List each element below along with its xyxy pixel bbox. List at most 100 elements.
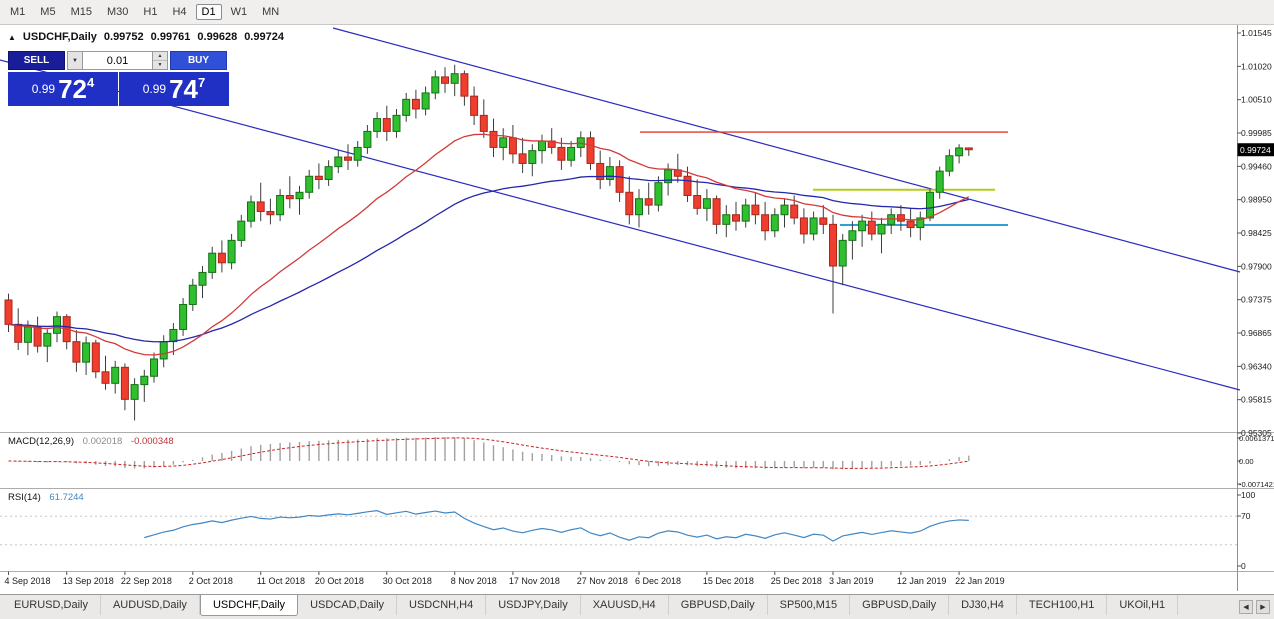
price-tick-label: 0.95305 (1241, 428, 1272, 438)
volume-dropdown-button[interactable]: ▼ (67, 51, 83, 70)
moving-averages (8, 133, 970, 356)
tab-scroll-left-button[interactable]: ◀ (1239, 600, 1253, 614)
candle-body (43, 332, 52, 347)
chart-canvas[interactable]: 1.01545 1.01020 1.00510 0.99985 0.99460 0.989… (0, 25, 1274, 594)
candle-body (373, 118, 382, 132)
volume-increase-button[interactable]: ▲ (153, 52, 167, 60)
chart-tab-usdcad-daily[interactable]: USDCAD,Daily (298, 595, 398, 615)
candle-body (625, 191, 634, 216)
price-tick-label: 0.97900 (1241, 261, 1272, 271)
candle-body (82, 342, 91, 363)
candle-body (91, 342, 100, 373)
chart-tab-sp500-m15[interactable]: SP500,M15 (768, 595, 851, 615)
chart-tab-xauusd-h4[interactable]: XAUUSD,H4 (581, 595, 669, 615)
candle-body (344, 156, 352, 161)
candle-body (644, 198, 653, 206)
chart-tab-usdcnh-h4[interactable]: USDCNH,H4 (397, 595, 487, 615)
timeframe-button-m30[interactable]: M30 (101, 4, 134, 20)
chart-tab-gbpusd-daily[interactable]: GBPUSD,Daily (669, 595, 768, 615)
date-tick-label: 22 Jan 2019 (955, 576, 1005, 586)
current-price-tag-bg (1237, 143, 1274, 157)
tab-scroll-right-button[interactable]: ▶ (1256, 600, 1270, 614)
date-tick-label: 25 Dec 2018 (771, 576, 822, 586)
candle-body (935, 170, 944, 193)
sell-button[interactable]: SELL (8, 51, 65, 70)
rsi-tick-label: 100 (1241, 490, 1255, 500)
candle-body (101, 371, 110, 384)
candle-body (285, 195, 294, 200)
candle-body (247, 201, 255, 222)
candle-body (741, 204, 750, 222)
timeframe-button-w1[interactable]: W1 (225, 4, 254, 20)
date-tick-label: 12 Jan 2019 (897, 576, 947, 586)
date-tick-label: 6 Dec 2018 (635, 576, 681, 586)
chart-info-line: ▲ USDCHF,Daily 0.99752 0.99761 0.99628 0… (8, 31, 291, 43)
timeframe-button-mn[interactable]: MN (256, 4, 285, 20)
candle-body (169, 328, 178, 343)
buy-price-prefix: 0.99 (142, 82, 167, 96)
chart-tab-gbpusd-daily[interactable]: GBPUSD,Daily (850, 595, 950, 615)
price-axis[interactable]: 1.01545 1.01020 1.00510 0.99985 0.99460 0.989… (1237, 28, 1274, 571)
buy-button[interactable]: BUY (170, 51, 227, 70)
candlestick-series (4, 64, 973, 421)
date-tick-label: 3 Jan 2019 (829, 576, 874, 586)
sell-price-display[interactable]: 0.99 72 4 (8, 72, 118, 106)
chart-tab-usdjpy-daily[interactable]: USDJPY,Daily (486, 595, 581, 615)
chart-window[interactable]: 1.01545 1.01020 1.00510 0.99985 0.99460 0.989… (0, 25, 1274, 594)
ma-slow-line (8, 175, 969, 343)
date-tick-label: 11 Oct 2018 (257, 576, 305, 586)
rsi-value: 61.7244 (49, 492, 84, 503)
timeframe-button-m15[interactable]: M15 (65, 4, 98, 20)
volume-spinner: ▲ ▼ (153, 51, 168, 70)
macd-indicator (8, 437, 970, 470)
volume-input[interactable] (83, 51, 153, 70)
chart-tab-tech100-h1[interactable]: TECH100,H1 (1017, 595, 1108, 615)
timeframe-button-h4[interactable]: H4 (166, 4, 192, 20)
buy-price-display[interactable]: 0.99 74 7 (119, 72, 229, 106)
candle-body (567, 146, 576, 161)
timeframe-button-m1[interactable]: M1 (4, 4, 31, 20)
candle-body (305, 175, 314, 193)
chart-tab-audusd-daily[interactable]: AUDUSD,Daily (101, 595, 200, 615)
chart-tab-dj30-h4[interactable]: DJ30,H4 (949, 595, 1017, 615)
candle-body (489, 130, 498, 148)
candle-body (392, 114, 401, 132)
rsi-name: RSI(14) (8, 492, 41, 503)
buy-price-pip: 7 (198, 75, 206, 90)
candle-body (712, 198, 721, 225)
timeframe-button-h1[interactable]: H1 (137, 4, 163, 20)
candle-body (150, 358, 158, 377)
candle-body (945, 155, 954, 172)
chart-tab-eurusd-daily[interactable]: EURUSD,Daily (2, 595, 101, 615)
candle-body (23, 326, 32, 343)
date-axis[interactable]: 4 Sep 2018 13 Sep 2018 22 Sep 2018 2 Oct 20… (5, 571, 1005, 587)
candle-body (761, 214, 770, 232)
price-tick-label: 0.96340 (1241, 361, 1272, 371)
candle-body (916, 217, 925, 229)
candle-body (896, 214, 905, 222)
candle-body (479, 114, 488, 132)
volume-decrease-button[interactable]: ▼ (153, 60, 167, 69)
candle-body (188, 284, 197, 305)
chart-tab-ukoil-h1[interactable]: UKOil,H1 (1107, 595, 1179, 615)
sell-price-big: 72 (58, 74, 88, 104)
chart-tabs-bar: EURUSD,Daily AUDUSD,Daily USDCHF,Daily USDC… (0, 594, 1274, 619)
channel-lower-trendline (0, 59, 1241, 391)
candle-body (867, 220, 876, 235)
macd-tick-label: -0.0071421 (1239, 480, 1274, 489)
price-tick-label: 0.99985 (1241, 128, 1272, 138)
candle-body (596, 162, 605, 180)
chart-tab-usdchf-daily[interactable]: USDCHF,Daily (199, 595, 299, 616)
candle-body (441, 76, 449, 84)
date-tick-label: 17 Nov 2018 (509, 576, 560, 586)
date-tick-label: 13 Sep 2018 (63, 576, 114, 586)
timeframe-button-d1[interactable]: D1 (195, 4, 222, 20)
candle-body (33, 326, 42, 347)
price-tick-label: 0.95815 (1241, 395, 1272, 405)
candle-body (266, 211, 275, 216)
timeframe-button-m5[interactable]: M5 (34, 4, 61, 20)
candle-body (770, 214, 779, 232)
candle-body (256, 201, 265, 213)
date-tick-label: 15 Dec 2018 (703, 576, 754, 586)
